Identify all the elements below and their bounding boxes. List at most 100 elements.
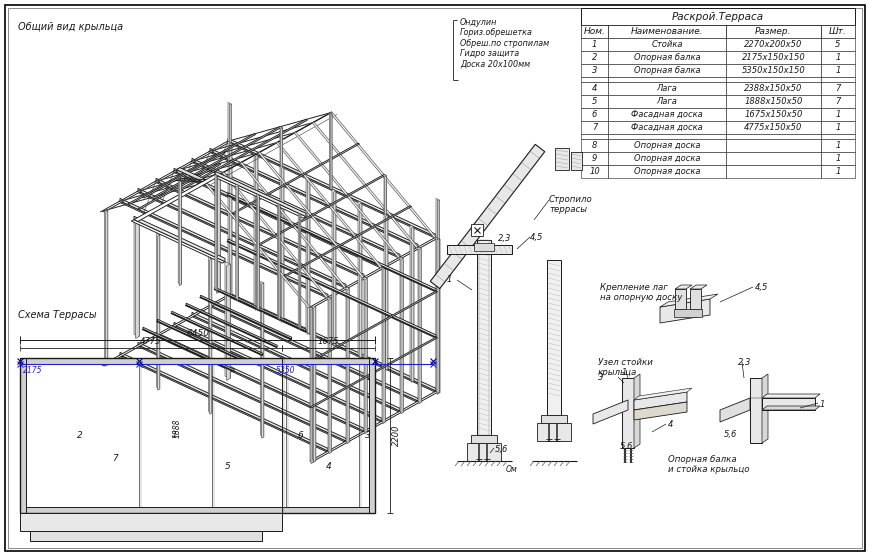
Polygon shape bbox=[215, 287, 306, 331]
Bar bbox=[725, 134, 820, 139]
Polygon shape bbox=[435, 237, 440, 393]
Polygon shape bbox=[185, 305, 277, 348]
Polygon shape bbox=[436, 239, 439, 394]
Bar bbox=[479, 240, 488, 435]
Polygon shape bbox=[312, 305, 315, 461]
Bar bbox=[820, 51, 854, 64]
Polygon shape bbox=[236, 185, 238, 301]
Text: Общий вид крыльца: Общий вид крыльца bbox=[18, 22, 123, 32]
Polygon shape bbox=[143, 152, 225, 198]
Polygon shape bbox=[281, 128, 282, 167]
Polygon shape bbox=[228, 141, 232, 297]
Polygon shape bbox=[212, 175, 306, 218]
Text: 8: 8 bbox=[591, 141, 596, 150]
Polygon shape bbox=[382, 269, 385, 424]
Polygon shape bbox=[157, 235, 160, 390]
Polygon shape bbox=[209, 151, 417, 248]
Polygon shape bbox=[138, 342, 346, 441]
Bar bbox=[607, 121, 725, 134]
Polygon shape bbox=[209, 305, 417, 402]
Polygon shape bbox=[157, 319, 249, 363]
Bar bbox=[725, 108, 820, 121]
Bar bbox=[820, 108, 854, 121]
Polygon shape bbox=[275, 142, 381, 268]
Text: 2175: 2175 bbox=[23, 366, 43, 375]
Bar bbox=[820, 64, 854, 77]
Bar bbox=[580, 25, 607, 38]
Text: 4: 4 bbox=[325, 462, 331, 471]
Text: Наименование.: Наименование. bbox=[630, 27, 702, 36]
Polygon shape bbox=[156, 178, 363, 277]
Polygon shape bbox=[134, 220, 139, 336]
Polygon shape bbox=[328, 297, 331, 453]
Polygon shape bbox=[225, 262, 230, 379]
Text: 1: 1 bbox=[834, 66, 839, 75]
Polygon shape bbox=[309, 291, 437, 361]
Polygon shape bbox=[155, 181, 363, 278]
Text: 1888: 1888 bbox=[172, 418, 182, 438]
Polygon shape bbox=[359, 203, 362, 358]
Text: 1: 1 bbox=[834, 53, 839, 62]
Polygon shape bbox=[156, 332, 363, 431]
Polygon shape bbox=[192, 312, 400, 411]
Polygon shape bbox=[136, 162, 242, 192]
Polygon shape bbox=[309, 337, 437, 408]
Polygon shape bbox=[228, 102, 231, 142]
Polygon shape bbox=[192, 158, 400, 257]
Polygon shape bbox=[401, 259, 402, 414]
Text: Размер.: Размер. bbox=[754, 27, 791, 36]
Bar bbox=[580, 165, 607, 178]
Polygon shape bbox=[204, 182, 309, 308]
Text: 7: 7 bbox=[591, 123, 596, 132]
Polygon shape bbox=[256, 194, 259, 309]
Polygon shape bbox=[228, 193, 435, 291]
Bar bbox=[20, 358, 26, 513]
Polygon shape bbox=[190, 315, 400, 412]
Text: Раскрой.Терраса: Раскрой.Терраса bbox=[671, 12, 763, 22]
Bar bbox=[725, 82, 820, 95]
Polygon shape bbox=[226, 295, 435, 392]
Bar bbox=[725, 51, 820, 64]
Polygon shape bbox=[411, 227, 414, 383]
Polygon shape bbox=[381, 267, 385, 423]
Text: 1675х150х50: 1675х150х50 bbox=[744, 110, 802, 119]
Bar bbox=[541, 415, 567, 423]
Text: Фасадная доска: Фасадная доска bbox=[630, 123, 702, 132]
Text: 5: 5 bbox=[591, 97, 596, 106]
Polygon shape bbox=[143, 327, 234, 371]
Polygon shape bbox=[400, 257, 402, 413]
Text: 2,3: 2,3 bbox=[737, 358, 751, 367]
Bar bbox=[725, 121, 820, 134]
Polygon shape bbox=[761, 398, 814, 410]
Polygon shape bbox=[347, 289, 348, 444]
Bar bbox=[580, 82, 607, 95]
Bar bbox=[580, 64, 607, 77]
Polygon shape bbox=[307, 179, 309, 334]
Polygon shape bbox=[430, 145, 544, 289]
Bar bbox=[580, 108, 607, 121]
Polygon shape bbox=[118, 201, 328, 298]
Polygon shape bbox=[328, 299, 331, 454]
Polygon shape bbox=[314, 307, 315, 462]
Bar bbox=[580, 95, 607, 108]
Polygon shape bbox=[634, 392, 687, 410]
Text: 2175х150х150: 2175х150х150 bbox=[740, 53, 805, 62]
Polygon shape bbox=[118, 172, 223, 202]
Polygon shape bbox=[104, 210, 108, 365]
Bar bbox=[447, 245, 512, 254]
Polygon shape bbox=[136, 191, 346, 288]
Polygon shape bbox=[240, 162, 346, 288]
Bar bbox=[607, 165, 725, 178]
Text: Лага: Лага bbox=[656, 97, 677, 106]
Text: 4: 4 bbox=[591, 84, 596, 93]
Bar bbox=[570, 152, 581, 170]
Polygon shape bbox=[229, 143, 232, 299]
Polygon shape bbox=[437, 239, 440, 394]
Polygon shape bbox=[255, 155, 257, 310]
Polygon shape bbox=[154, 152, 260, 182]
Polygon shape bbox=[593, 400, 627, 424]
Bar bbox=[607, 134, 725, 139]
Bar bbox=[580, 152, 607, 165]
Bar bbox=[820, 121, 854, 134]
Polygon shape bbox=[226, 141, 435, 238]
